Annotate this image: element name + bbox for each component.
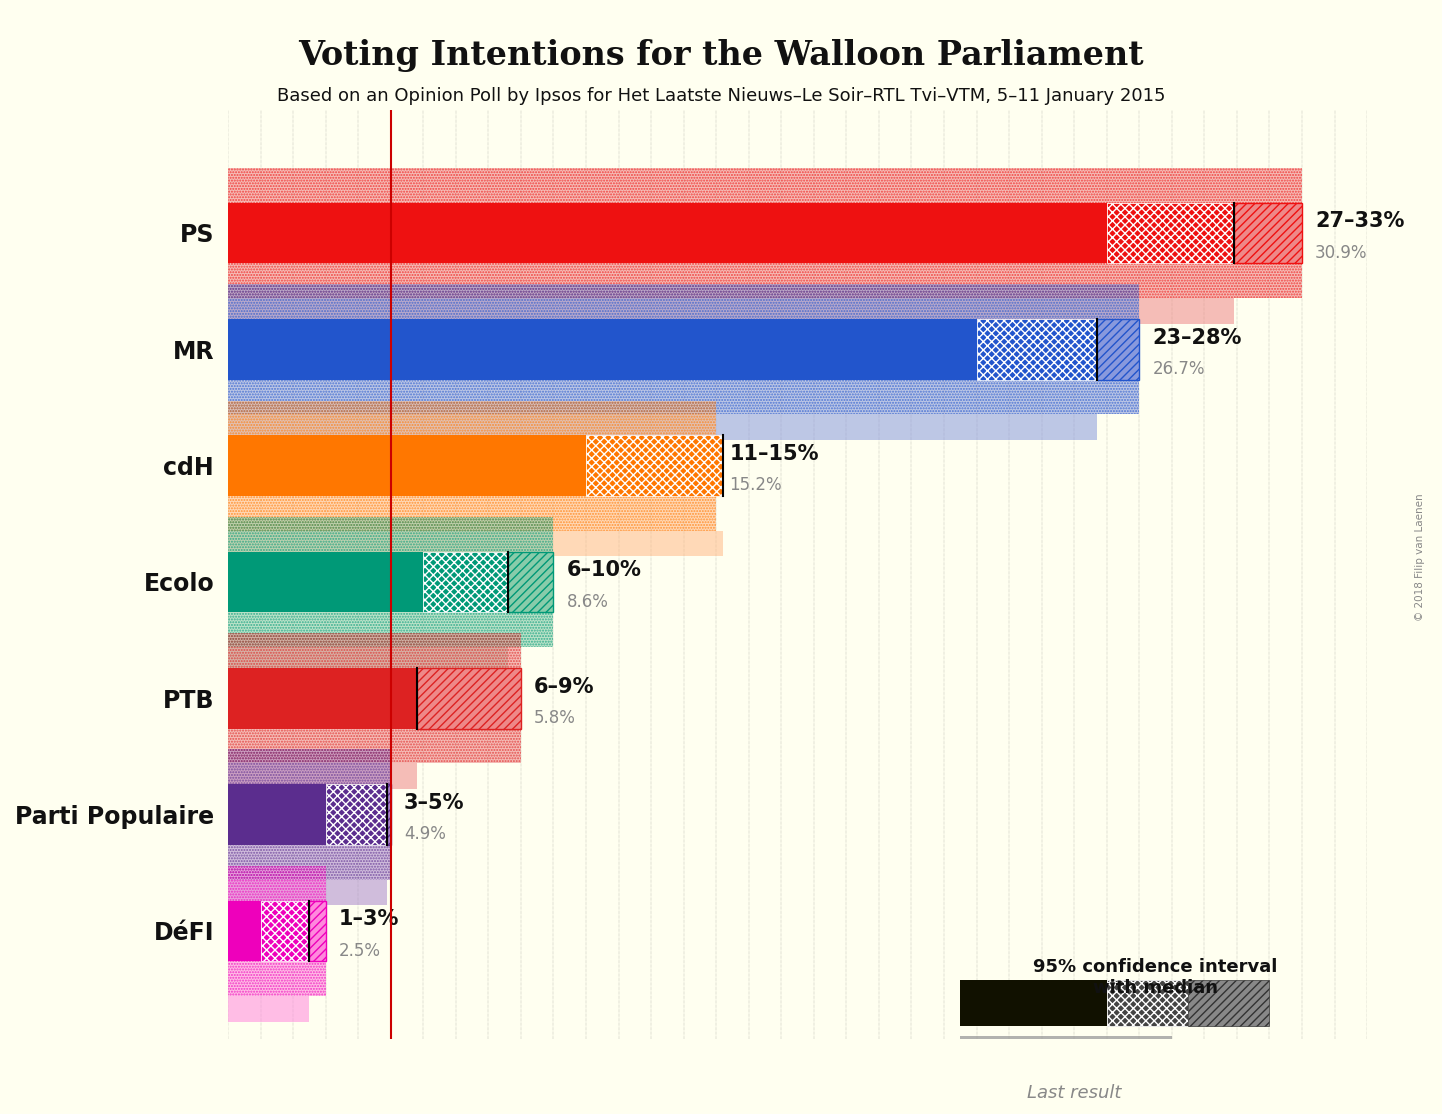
Bar xyxy=(228,668,424,729)
Bar xyxy=(960,1036,1172,1059)
Bar xyxy=(228,729,521,763)
Bar xyxy=(228,496,717,530)
Bar xyxy=(228,996,310,1022)
Bar xyxy=(1106,203,1234,263)
Bar xyxy=(228,299,1234,324)
Bar xyxy=(228,844,391,880)
Bar xyxy=(326,784,388,844)
Text: 2.5%: 2.5% xyxy=(339,941,381,960)
Bar xyxy=(228,436,585,496)
Bar xyxy=(228,763,417,789)
Text: Last result: Last result xyxy=(1027,1085,1122,1103)
Bar xyxy=(228,729,521,763)
Bar xyxy=(228,517,554,551)
Bar xyxy=(960,980,1106,1026)
Bar xyxy=(228,380,1139,414)
Bar xyxy=(424,551,508,613)
Text: 6–10%: 6–10% xyxy=(567,560,642,580)
Text: 4.9%: 4.9% xyxy=(404,825,446,843)
Bar xyxy=(228,530,722,556)
Bar xyxy=(228,784,326,844)
Bar xyxy=(585,436,722,496)
Bar xyxy=(228,613,554,647)
Text: 5.8%: 5.8% xyxy=(534,710,575,727)
Bar xyxy=(228,647,508,673)
Bar xyxy=(228,866,326,901)
Bar xyxy=(228,844,391,880)
Text: 26.7%: 26.7% xyxy=(1152,360,1204,378)
Bar xyxy=(228,551,424,613)
Bar xyxy=(261,901,310,961)
Bar xyxy=(1188,980,1269,1026)
Bar xyxy=(310,901,326,961)
Bar xyxy=(417,668,521,729)
Text: 8.6%: 8.6% xyxy=(567,593,609,610)
Bar xyxy=(1234,203,1302,263)
Text: 11–15%: 11–15% xyxy=(730,444,819,465)
Bar xyxy=(228,284,1139,319)
Bar xyxy=(228,263,1302,299)
Bar xyxy=(228,880,388,906)
Bar xyxy=(228,750,391,784)
Bar xyxy=(228,961,326,996)
Bar xyxy=(228,496,717,530)
Text: 6–9%: 6–9% xyxy=(534,676,594,696)
Bar xyxy=(228,284,1139,319)
Text: Voting Intentions for the Walloon Parliament: Voting Intentions for the Walloon Parlia… xyxy=(298,39,1144,72)
Bar xyxy=(228,901,261,961)
Text: 1–3%: 1–3% xyxy=(339,909,399,929)
Bar xyxy=(228,203,1106,263)
Bar xyxy=(228,401,717,436)
Bar xyxy=(228,750,391,784)
Bar xyxy=(228,613,554,647)
Bar xyxy=(228,517,554,551)
Bar xyxy=(228,961,326,996)
Bar xyxy=(228,168,1302,203)
Text: 3–5%: 3–5% xyxy=(404,793,464,813)
Bar xyxy=(228,168,1302,203)
Text: 95% confidence interval
with median: 95% confidence interval with median xyxy=(1034,958,1278,997)
Bar xyxy=(228,380,1139,414)
Bar xyxy=(976,319,1097,380)
Bar xyxy=(508,551,554,613)
Bar xyxy=(228,401,717,436)
Bar xyxy=(228,414,1097,440)
Text: 27–33%: 27–33% xyxy=(1315,212,1405,232)
Bar xyxy=(228,633,521,668)
Bar xyxy=(1106,980,1188,1026)
Text: Based on an Opinion Poll by Ipsos for Het Laatste Nieuws–Le Soir–RTL Tvi–VTM, 5–: Based on an Opinion Poll by Ipsos for He… xyxy=(277,87,1165,105)
Text: 23–28%: 23–28% xyxy=(1152,328,1242,348)
Text: © 2018 Filip van Laenen: © 2018 Filip van Laenen xyxy=(1415,494,1425,620)
Bar xyxy=(228,633,521,668)
Bar xyxy=(228,866,326,901)
Bar xyxy=(388,784,391,844)
Bar xyxy=(228,263,1302,299)
Bar xyxy=(1097,319,1139,380)
Text: 15.2%: 15.2% xyxy=(730,477,782,495)
Bar xyxy=(228,319,976,380)
Text: 30.9%: 30.9% xyxy=(1315,244,1367,262)
